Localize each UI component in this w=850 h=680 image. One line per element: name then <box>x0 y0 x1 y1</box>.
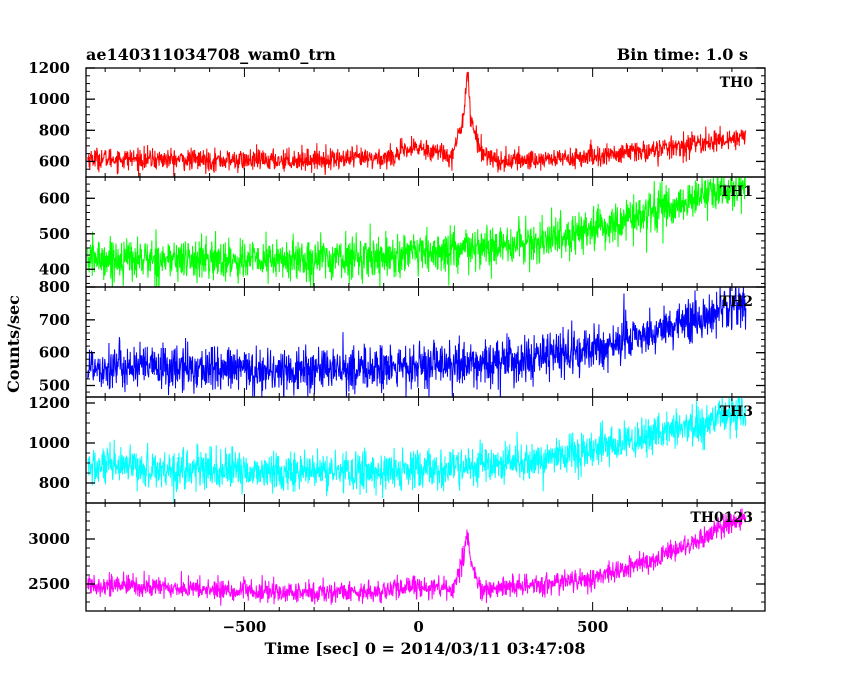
panels-group: 600 800 1000 1200 TH0 400 500 600 TH1 500 600 700 80… <box>28 59 766 612</box>
panel-th0: 600 800 1000 1200 TH0 <box>28 59 766 178</box>
y-tick-label: 2500 <box>28 575 70 593</box>
series-line-th3 <box>87 397 747 503</box>
y-tick-label: 800 <box>39 278 70 296</box>
series-line-th0123 <box>87 508 747 606</box>
y-axis-label: Counts/sec <box>4 295 23 393</box>
panel-frame <box>85 396 766 504</box>
x-tick-label: −500 <box>222 618 266 636</box>
chart-title: ae140311034708_wam0_trn <box>86 45 336 64</box>
series-line-th1 <box>87 177 747 287</box>
y-tick-label: 1000 <box>28 434 70 452</box>
y-tick-label: 3000 <box>28 530 70 548</box>
y-tick-label: 1200 <box>28 59 70 77</box>
y-tick-label: 1000 <box>28 90 70 108</box>
series-line-th0 <box>87 71 747 177</box>
panel-label-th0123: TH0123 <box>690 510 753 526</box>
panel-th1: 400 500 600 TH1 <box>39 176 766 288</box>
y-tick-label: 800 <box>39 121 70 139</box>
bin-time-label: Bin time: 1.0 s <box>617 45 748 64</box>
panel-th2: 500 600 700 800 TH2 <box>39 278 766 398</box>
y-tick-label: 600 <box>39 189 70 207</box>
y-tick-label: 600 <box>39 152 70 170</box>
y-tick-label: 500 <box>39 225 70 243</box>
y-tick-label: 700 <box>39 311 70 329</box>
panel-th0123: 2500 3000 TH0123 <box>28 502 766 612</box>
x-axis-label: Time [sec] 0 = 2014/03/11 03:47:08 <box>265 639 586 658</box>
x-axis: −500 0 500 <box>222 618 608 636</box>
y-tick-label: 1200 <box>28 394 70 412</box>
series-line-th2 <box>87 287 747 397</box>
panel-label-th0: TH0 <box>720 75 754 91</box>
x-tick-label: 500 <box>577 618 608 636</box>
y-tick-label: 600 <box>39 344 70 362</box>
x-tick-label: 0 <box>413 618 423 636</box>
panel-th3: 800 1000 1200 TH3 <box>28 394 766 504</box>
y-tick-label: 400 <box>39 260 70 278</box>
panel-label-th1: TH1 <box>720 184 753 200</box>
y-tick-label: 500 <box>39 377 70 395</box>
y-tick-label: 800 <box>39 474 70 492</box>
panel-label-th2: TH2 <box>720 294 753 310</box>
panel-label-th3: TH3 <box>720 404 753 420</box>
